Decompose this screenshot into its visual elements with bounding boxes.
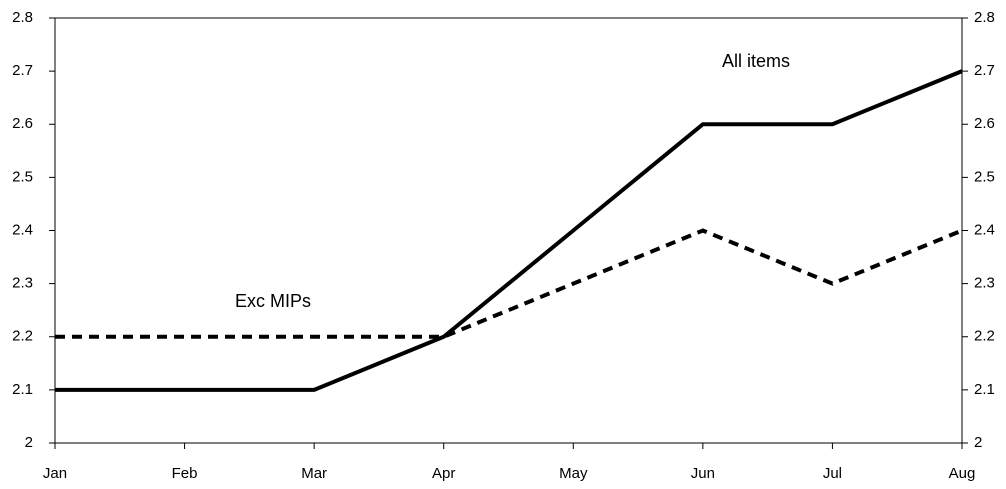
y-tick-label: 2.8 <box>12 9 33 26</box>
y-tick-label: 2.3 <box>12 275 33 292</box>
y-tick-label: 2.5 <box>12 168 33 185</box>
x-tick-label: Mar <box>301 465 327 482</box>
series-line <box>55 228 963 339</box>
y-tick-label: 2.1 <box>12 381 33 398</box>
series-line <box>55 69 963 392</box>
y-tick-label: 2.6 <box>12 115 33 132</box>
y2-tick-label: 2.2 <box>974 328 995 345</box>
x-tick-label: May <box>559 465 588 482</box>
y-tick-label: 2 <box>25 434 33 451</box>
y2-tick-label: 2 <box>974 434 982 451</box>
y2-tick-label: 2.1 <box>974 381 995 398</box>
y2-tick-label: 2.3 <box>974 275 995 292</box>
series-annotation: All items <box>722 51 790 71</box>
x-tick-label: Jul <box>823 465 842 482</box>
series-annotation: Exc MIPs <box>235 291 311 311</box>
plot-frame <box>54 17 963 444</box>
x-tick-label: Apr <box>432 465 455 482</box>
y2-tick-label: 2.6 <box>974 115 995 132</box>
y-tick-label: 2.2 <box>12 328 33 345</box>
x-tick-label: Jan <box>43 465 67 482</box>
y-tick-label: 2.4 <box>12 221 33 238</box>
x-tick-label: Jun <box>691 465 715 482</box>
y2-tick-label: 2.7 <box>974 62 995 79</box>
x-tick-label: Aug <box>949 465 976 482</box>
y2-tick-label: 2.4 <box>974 221 995 238</box>
x-tick-label: Feb <box>172 465 198 482</box>
y-tick-label: 2.7 <box>12 62 33 79</box>
y2-tick-label: 2.8 <box>974 9 995 26</box>
y2-tick-label: 2.5 <box>974 168 995 185</box>
